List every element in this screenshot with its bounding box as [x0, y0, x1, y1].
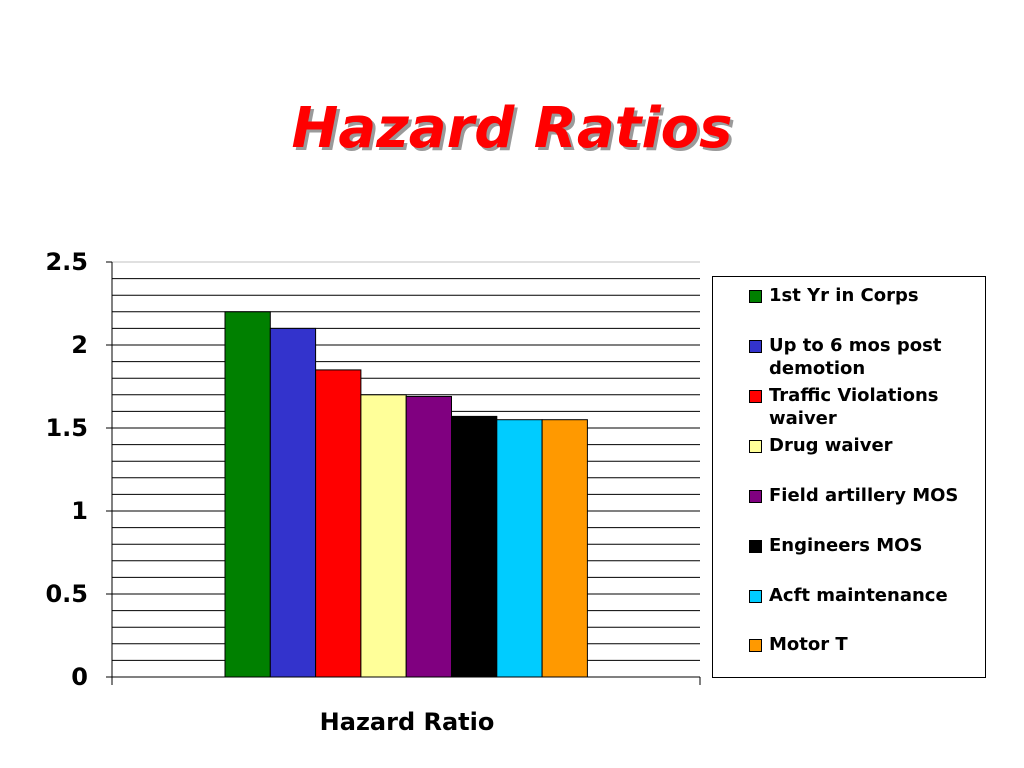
bar-traffic-violations-waiver — [315, 369, 362, 678]
legend-swatch — [749, 290, 762, 303]
slide-title: Hazard Ratios — [291, 96, 733, 161]
legend-swatch — [749, 490, 762, 503]
legend-swatch — [749, 639, 762, 652]
legend-label: Acft maintenance — [769, 585, 948, 606]
legend-swatch — [749, 440, 762, 453]
legend-label: 1st Yr in Corps — [769, 285, 919, 306]
y-tick-label: 1 — [71, 497, 88, 525]
legend-label: Engineers MOS — [769, 535, 923, 556]
legend-swatch — [749, 340, 762, 353]
bar-up-to-6-mos-post-demotion — [269, 327, 317, 678]
y-tick-label: 0 — [71, 663, 88, 691]
legend-label: Motor T — [769, 634, 848, 655]
y-tick-labels: 0 0.5 1 1.5 2 2.5 — [45, 248, 88, 691]
y-tick-label: 1.5 — [45, 414, 88, 442]
bar-drug-waiver — [360, 394, 407, 678]
legend-swatch — [749, 590, 762, 603]
y-tick-label: 0.5 — [45, 580, 88, 608]
axes — [106, 261, 701, 685]
y-tick-label: 2 — [71, 331, 88, 359]
x-axis-label: Hazard Ratio — [320, 708, 495, 736]
legend-label: Drug waiver — [769, 435, 893, 456]
bars — [224, 311, 588, 678]
bar-field-artillery-mos — [405, 395, 453, 678]
bar-1st-yr-in-corps — [224, 311, 271, 678]
bar-acft-maintenance — [496, 419, 543, 678]
legend-label: Traffic Violations waiver — [769, 385, 939, 429]
bar-engineers-mos — [451, 415, 498, 678]
legend: 1st Yr in Corps Up to 6 mos post demotion T… — [712, 276, 986, 678]
legend-label: Field artillery MOS — [769, 485, 959, 506]
legend-swatch — [749, 540, 762, 553]
bar-motor-t — [541, 419, 588, 678]
y-tick-label: 2.5 — [45, 248, 88, 276]
legend-swatch — [749, 390, 762, 403]
legend-label: Up to 6 mos post demotion — [769, 335, 942, 379]
